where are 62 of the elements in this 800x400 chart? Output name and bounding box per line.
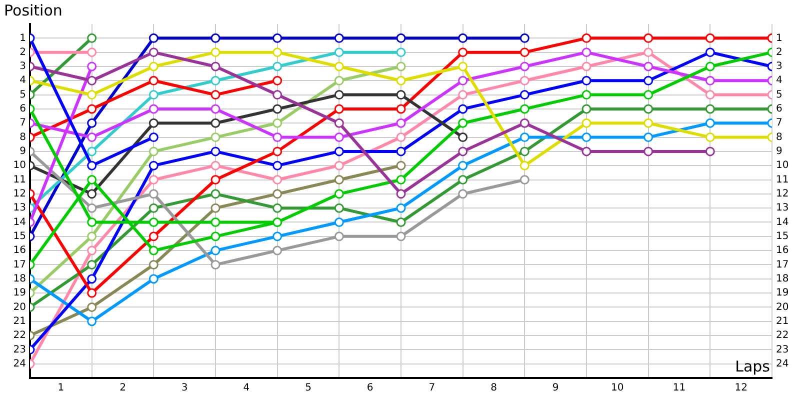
y2-tick-label: 10 [776,160,789,172]
y-tick-label: 15 [13,230,26,242]
y2-tick-label: 24 [776,358,789,370]
y2-tick-label: 17 [776,259,789,270]
y-tick-label: 17 [13,259,26,270]
y2-tick-label: 13 [776,202,789,214]
y-tick-label: 12 [13,188,26,200]
y-tick-label: 16 [13,245,26,256]
y2-tick-label: 22 [776,330,789,342]
x-tick-label: 12 [734,382,748,394]
y2-tick-label: 3 [776,61,782,72]
y2-tick-label: 2 [776,46,782,58]
y2-tick-label: 7 [776,118,782,129]
y-tick-label: 21 [13,316,26,327]
y2-tick-label: 4 [776,75,782,86]
y2-tick-label: 20 [776,302,789,313]
y2-tick-label: 8 [776,132,782,143]
x-tick-label: 3 [181,382,188,394]
y-tick-label: 24 [13,358,26,370]
y2-tick-label: 5 [776,89,782,100]
y-tick-label: 3 [20,61,26,72]
y2-tick-label: 1 [776,32,782,44]
y-tick-label: 13 [13,202,26,214]
x-tick-label: 5 [305,382,312,394]
y2-tick-label: 16 [776,245,789,256]
y2-tick-label: 18 [776,273,789,284]
y2-tick-label: 14 [776,216,789,228]
y-tick-label: 1 [20,32,26,44]
y2-tick-label: 19 [776,288,789,299]
y2-tick-label: 21 [776,316,789,327]
y-tick-label: 8 [20,132,26,143]
x-tick-label: 8 [490,382,497,394]
x-tick-label: 6 [366,382,374,394]
x-tick-label: 4 [243,382,250,394]
y2-tick-label: 6 [776,104,782,115]
x-tick-label: 7 [428,382,436,394]
y-tick-label: 5 [20,89,26,100]
x-tick-label: 10 [611,382,624,394]
x-tick-label: 11 [672,382,686,394]
y-tick-label: 9 [20,146,26,158]
y-tick-label: 4 [20,75,26,86]
y2-tick-label: 11 [776,174,789,186]
y-tick-label: 18 [13,273,26,284]
y-tick-label: 20 [13,302,26,313]
x-tick-label: 1 [58,382,64,394]
y-tick-label: 10 [13,160,26,172]
x-axis-title: Laps [735,357,770,376]
y-tick-label: 19 [13,288,26,299]
y-tick-label: 14 [13,216,26,228]
y2-tick-label: 12 [776,188,789,200]
y-tick-label: 23 [13,344,26,356]
y-tick-label: 2 [20,46,26,58]
x-tick-label: 9 [552,382,559,394]
y-tick-label: 22 [13,330,26,342]
y-axis-title: Position [4,1,62,20]
y2-tick-label: 23 [776,344,789,356]
y-tick-label: 6 [20,104,26,115]
y-tick-label: 11 [13,174,26,186]
y2-tick-label: 9 [776,146,782,158]
y-tick-label: 7 [20,118,26,129]
y2-tick-label: 15 [776,230,789,242]
x-tick-label: 2 [120,382,126,394]
